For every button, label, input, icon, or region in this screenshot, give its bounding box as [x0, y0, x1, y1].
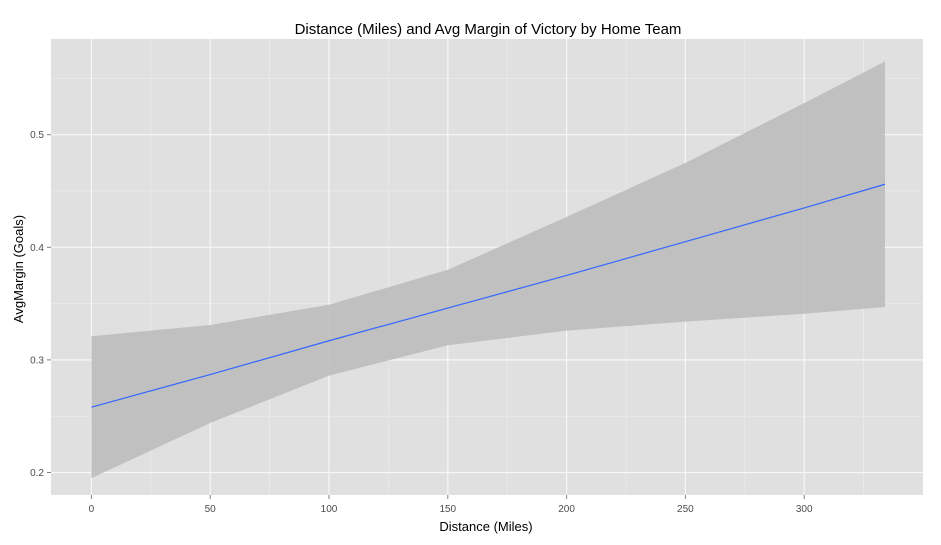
x-tick-label: 50 — [205, 504, 217, 515]
y-tick-label: 0.2 — [30, 468, 44, 479]
trend-line — [91, 183, 886, 408]
confidence-band — [91, 61, 885, 479]
x-axis-label: Distance (Miles) — [439, 519, 532, 534]
x-axis-ticks: 0 50 100 150 200 250 300 — [89, 495, 813, 515]
x-tick-label: 150 — [439, 504, 456, 515]
y-tick-label: 0.4 — [30, 243, 44, 254]
y-tick-label: 0.3 — [30, 355, 44, 366]
x-tick-label: 250 — [677, 504, 694, 515]
chart-title: Distance (Miles) and Avg Margin of Victo… — [295, 21, 682, 38]
y-tick-label: 0.5 — [30, 130, 44, 141]
x-tick-label: 0 — [89, 504, 95, 515]
y-axis-label: AvgMargin (Goals) — [11, 215, 26, 323]
x-tick-label: 200 — [558, 504, 575, 515]
confidence-band-area — [91, 61, 885, 479]
series-lines — [91, 183, 886, 408]
x-tick-label: 300 — [796, 504, 813, 515]
x-tick-label: 100 — [321, 504, 338, 515]
y-axis-ticks: 0.2 0.3 0.4 0.5 — [30, 130, 51, 479]
